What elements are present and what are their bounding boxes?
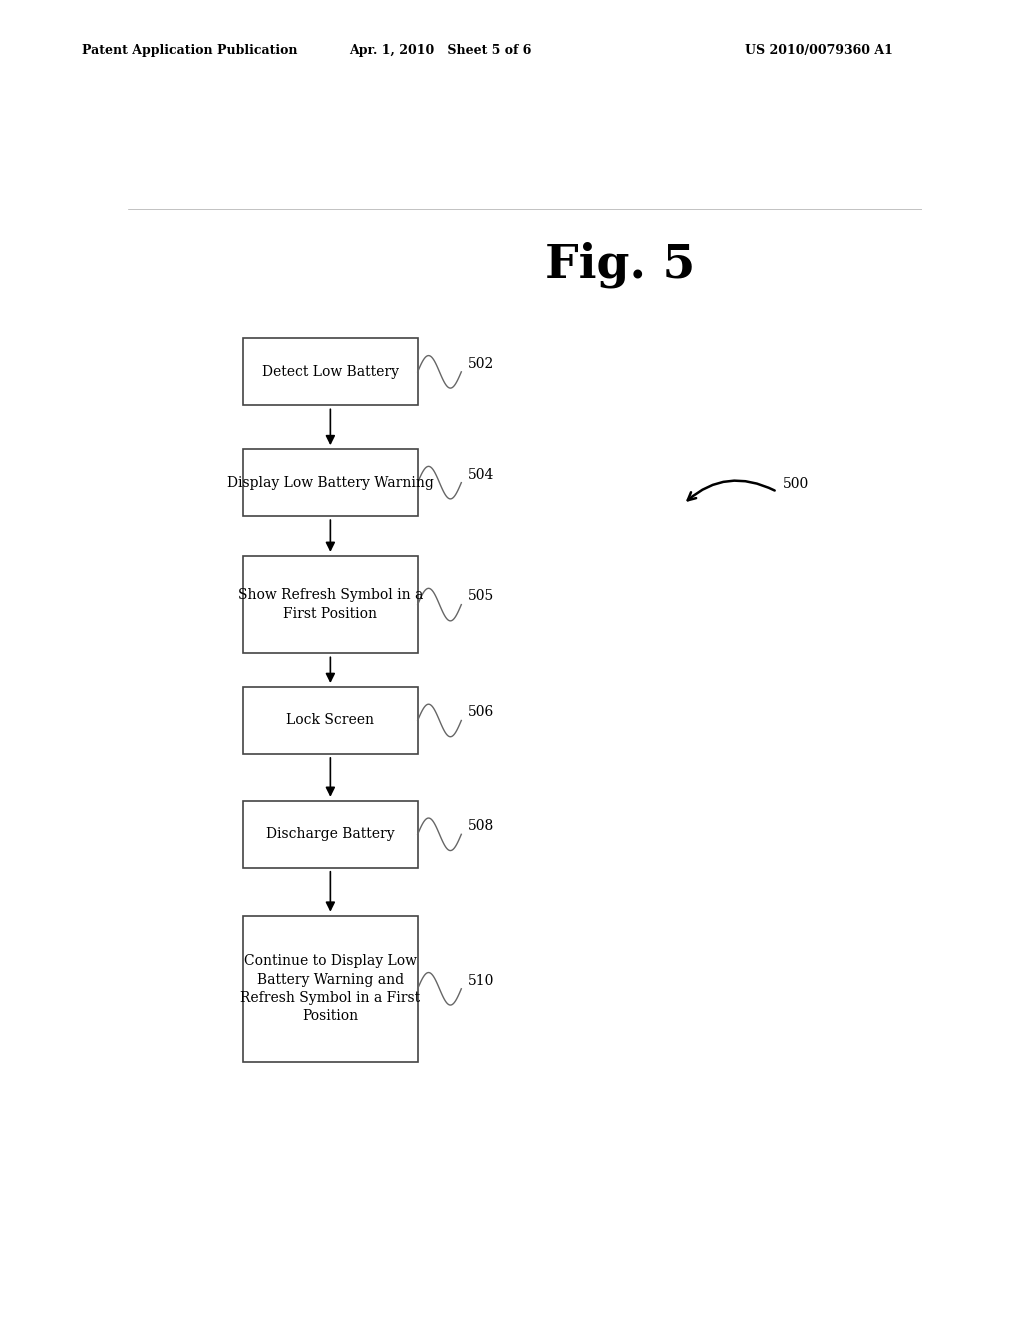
Text: 500: 500 bbox=[782, 477, 809, 491]
Text: Apr. 1, 2010   Sheet 5 of 6: Apr. 1, 2010 Sheet 5 of 6 bbox=[349, 44, 531, 57]
Text: 510: 510 bbox=[468, 974, 494, 987]
Bar bbox=[243, 916, 418, 1063]
Text: Patent Application Publication: Patent Application Publication bbox=[82, 44, 297, 57]
Bar bbox=[243, 686, 418, 754]
Text: Detect Low Battery: Detect Low Battery bbox=[262, 364, 399, 379]
Bar bbox=[243, 801, 418, 867]
Bar bbox=[243, 556, 418, 653]
Bar bbox=[243, 449, 418, 516]
Text: 505: 505 bbox=[468, 590, 494, 603]
Text: 504: 504 bbox=[468, 467, 494, 482]
Text: Lock Screen: Lock Screen bbox=[287, 714, 375, 727]
Text: Display Low Battery Warning: Display Low Battery Warning bbox=[227, 475, 434, 490]
Text: US 2010/0079360 A1: US 2010/0079360 A1 bbox=[745, 44, 893, 57]
Text: Show Refresh Symbol in a
First Position: Show Refresh Symbol in a First Position bbox=[238, 589, 423, 620]
Text: Discharge Battery: Discharge Battery bbox=[266, 828, 394, 841]
Text: Fig. 5: Fig. 5 bbox=[545, 242, 695, 288]
Text: 506: 506 bbox=[468, 705, 494, 719]
Bar bbox=[243, 338, 418, 405]
Text: Continue to Display Low
Battery Warning and
Refresh Symbol in a First
Position: Continue to Display Low Battery Warning … bbox=[241, 954, 421, 1023]
Text: 508: 508 bbox=[468, 820, 494, 833]
Text: 502: 502 bbox=[468, 356, 494, 371]
